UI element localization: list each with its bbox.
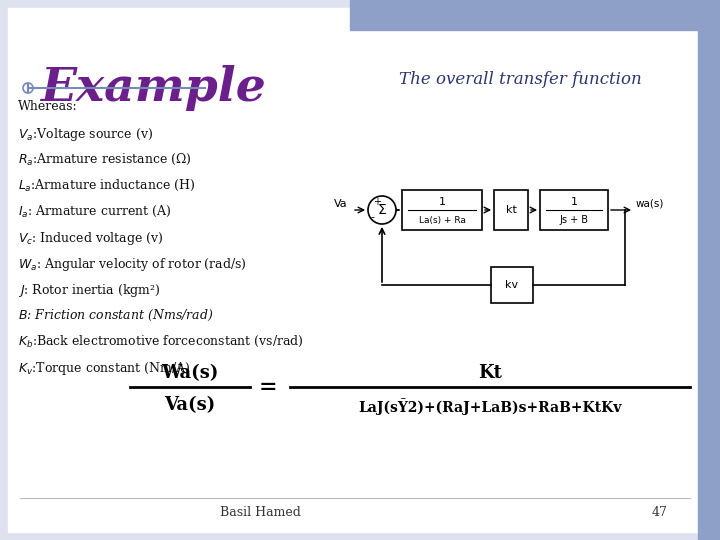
Text: The overall transfer function: The overall transfer function (399, 71, 642, 89)
Text: +: + (373, 197, 381, 207)
Text: $R_a$:Armature resistance (Ω): $R_a$:Armature resistance (Ω) (18, 152, 192, 167)
Text: $\Sigma$: $\Sigma$ (377, 203, 387, 217)
Bar (350, 0, 708, 30)
Text: =: = (258, 376, 277, 398)
Text: $K_v$:Torque constant (Nm/A): $K_v$:Torque constant (Nm/A) (18, 360, 191, 377)
Bar (402, 190, 482, 230)
Text: La(s) + Ra: La(s) + Ra (418, 215, 465, 225)
Text: Kt: Kt (478, 364, 502, 382)
Text: wa(s): wa(s) (636, 199, 665, 209)
Text: Va: Va (334, 199, 348, 209)
Text: 1: 1 (570, 197, 577, 207)
Text: $V_a$:Voltage source (v): $V_a$:Voltage source (v) (18, 126, 153, 143)
Bar (491, 267, 533, 303)
Text: $W_a$: Angular velocity of rotor (rad/s): $W_a$: Angular velocity of rotor (rad/s) (18, 256, 247, 273)
Text: Va(s): Va(s) (164, 396, 215, 414)
Text: Wa(s): Wa(s) (161, 364, 219, 382)
Text: Js + B: Js + B (559, 215, 588, 225)
Text: 1: 1 (438, 197, 446, 207)
Text: $B$: Friction constant (Nms/rad): $B$: Friction constant (Nms/rad) (18, 308, 214, 323)
Text: kv: kv (505, 280, 518, 290)
Text: 47: 47 (652, 505, 668, 518)
Text: kt: kt (505, 205, 516, 215)
Bar (540, 190, 608, 230)
Text: $L_a$:Armature inductance (H): $L_a$:Armature inductance (H) (18, 178, 195, 193)
Bar (698, 0, 720, 540)
Text: Example: Example (40, 65, 266, 111)
Text: -: - (370, 212, 374, 222)
Text: $K_b$:Back electromotive forceconstant (vs/rad): $K_b$:Back electromotive forceconstant (… (18, 334, 304, 349)
Circle shape (368, 196, 396, 224)
Text: LaJ(sȲ2)+(RaJ+LaB)s+RaB+KtKv: LaJ(sȲ2)+(RaJ+LaB)s+RaB+KtKv (359, 399, 622, 415)
Bar (494, 190, 528, 230)
Text: Whereas:: Whereas: (18, 100, 78, 113)
Text: Basil Hamed: Basil Hamed (220, 505, 300, 518)
Text: $V_c$: Induced voltage (v): $V_c$: Induced voltage (v) (18, 230, 163, 247)
Text: $J$: Rotor inertia (kgm²): $J$: Rotor inertia (kgm²) (18, 282, 161, 299)
Text: $I_a$: Armature current (A): $I_a$: Armature current (A) (18, 204, 171, 219)
